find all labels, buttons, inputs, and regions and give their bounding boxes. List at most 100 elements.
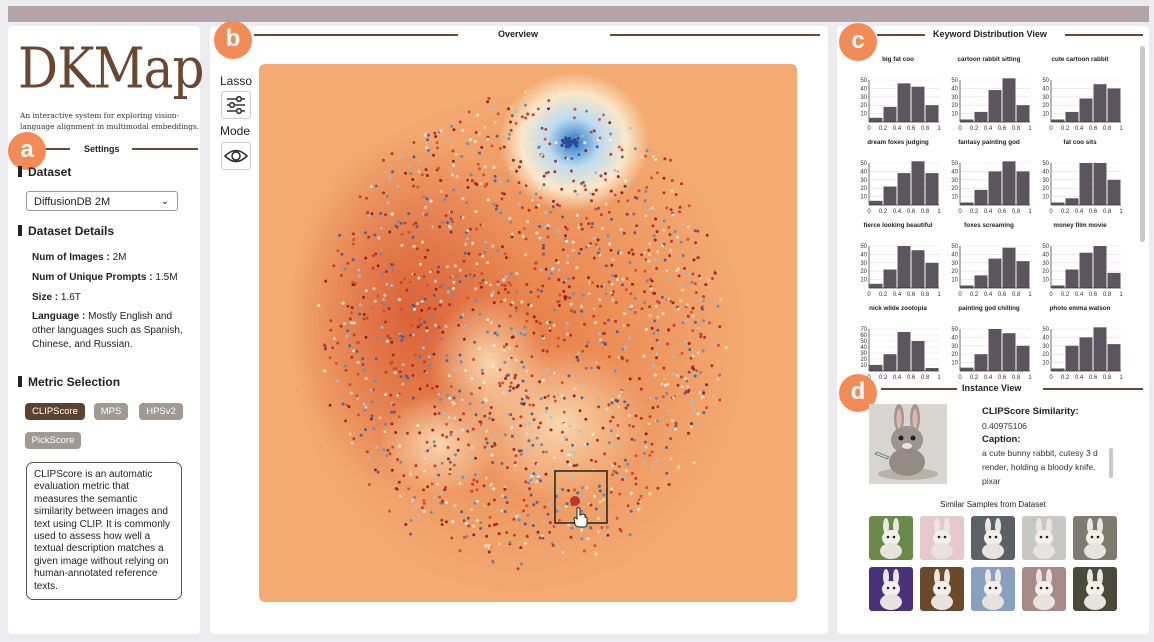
scatter-point bbox=[470, 392, 473, 396]
keyword-chart[interactable]: cartoon rabbit sitting 10 20 30 40 50 0 0.2 0.4 0… bbox=[944, 56, 1034, 132]
similar-sample-thumbnail[interactable] bbox=[971, 567, 1015, 611]
scatter-point bbox=[427, 133, 430, 137]
scatter-point bbox=[552, 323, 556, 327]
scatter-point bbox=[426, 248, 430, 252]
scatter-point bbox=[576, 136, 580, 140]
section-badge-b: b bbox=[214, 21, 252, 59]
scatter-point bbox=[607, 280, 611, 284]
scatter-point bbox=[411, 498, 414, 502]
similar-sample-thumbnail[interactable] bbox=[920, 567, 964, 611]
scatter-point bbox=[390, 284, 394, 288]
embedding-map[interactable] bbox=[259, 64, 797, 602]
scatter-point bbox=[573, 107, 577, 111]
y-tick-label: 40 bbox=[1042, 169, 1049, 175]
scatter-point bbox=[397, 220, 401, 224]
similar-sample-thumbnail[interactable] bbox=[971, 516, 1015, 560]
histogram-bar bbox=[988, 171, 1002, 205]
keyword-chart[interactable]: dream foxes judging 10 20 30 40 50 0 0.2 0.4 0.6 0… bbox=[853, 139, 943, 215]
scatter-point bbox=[594, 552, 598, 556]
keyword-chart[interactable]: photo emma watson 10 20 30 40 50 0 0.2 0.4 0.6 0.8… bbox=[1035, 305, 1125, 381]
keyword-chart[interactable]: foxes screaming 10 20 30 40 50 0 0.2 0.4 0.6 0.8 1 bbox=[944, 222, 1034, 298]
x-tick-label: 0.6 bbox=[907, 209, 916, 215]
similar-sample-thumbnail[interactable] bbox=[869, 516, 913, 560]
metric-button-mps[interactable]: MPS bbox=[94, 403, 128, 420]
scatter-point bbox=[662, 242, 666, 246]
scatter-point bbox=[544, 410, 548, 414]
overview-panel: Overview b Lasso Mode bbox=[210, 21, 828, 634]
scatter-point bbox=[580, 134, 584, 138]
scatter-point bbox=[411, 363, 415, 367]
lasso-settings-button[interactable] bbox=[221, 91, 251, 119]
scatter-point bbox=[470, 376, 474, 380]
scatter-point bbox=[581, 349, 585, 353]
similar-sample-thumbnail[interactable] bbox=[869, 567, 913, 611]
scatter-point bbox=[475, 183, 479, 186]
scatter-point bbox=[509, 283, 513, 287]
scatter-point bbox=[607, 403, 611, 407]
scatter-point bbox=[517, 513, 521, 517]
scatter-point bbox=[462, 259, 466, 263]
scatter-point bbox=[585, 109, 588, 113]
similar-sample-thumbnail[interactable] bbox=[1073, 516, 1117, 560]
keyword-chart[interactable]: fat coo sits 10 20 30 40 50 0 0.2 0.4 0.6 0.8 1 bbox=[1035, 139, 1125, 215]
scatter-point bbox=[527, 481, 531, 485]
keyword-chart[interactable]: painting god chilling 10 20 30 40 50 0 0.2 0.4 0.… bbox=[944, 305, 1034, 381]
scatter-point bbox=[560, 138, 564, 143]
similar-sample-thumbnail[interactable] bbox=[1022, 567, 1066, 611]
dataset-select[interactable]: DiffusionDB 2M ⌄ bbox=[26, 191, 178, 211]
keyword-view-scrollbar[interactable] bbox=[1140, 46, 1145, 242]
caption-scrollbar[interactable] bbox=[1109, 448, 1113, 478]
similar-sample-thumbnail[interactable] bbox=[920, 516, 964, 560]
x-tick-label: 0 bbox=[867, 292, 871, 298]
keyword-chart[interactable]: nick wilde zootopia1020304050607000.20.4… bbox=[853, 305, 943, 381]
keyword-chart[interactable]: money film movie 10 20 30 40 50 0 0.2 0.4 0.6 0.8 1 bbox=[1035, 222, 1125, 298]
scatter-point bbox=[600, 284, 604, 288]
scatter-point bbox=[644, 258, 648, 261]
scatter-point bbox=[522, 509, 525, 513]
scatter-point bbox=[504, 275, 508, 279]
scatter-point bbox=[592, 256, 596, 260]
scatter-point bbox=[537, 204, 540, 207]
scatter-point bbox=[655, 419, 659, 423]
scatter-point bbox=[692, 461, 696, 465]
scatter-point bbox=[493, 523, 496, 527]
scatter-point bbox=[624, 179, 628, 183]
scatter-point bbox=[718, 325, 722, 329]
scatter-point bbox=[655, 171, 659, 175]
scatter-point bbox=[653, 258, 657, 262]
scatter-point bbox=[490, 108, 494, 111]
metric-button-pickscore[interactable]: PickScore bbox=[25, 432, 81, 449]
scatter-point bbox=[634, 454, 638, 458]
scatter-point bbox=[652, 155, 656, 159]
similar-sample-thumbnail[interactable] bbox=[1073, 567, 1117, 611]
scatter-point bbox=[663, 377, 666, 381]
scatter-point bbox=[382, 309, 386, 313]
scatter-point bbox=[537, 426, 541, 429]
bunny-icon bbox=[982, 518, 1004, 559]
scatter-point bbox=[481, 254, 485, 258]
histogram-bar bbox=[960, 285, 974, 288]
keyword-chart[interactable]: fierce looking beautiful 10 20 30 40 50 0 0.2 0.… bbox=[853, 222, 943, 298]
metric-button-hpsv2[interactable]: HPSv2 bbox=[139, 403, 183, 420]
scatter-point bbox=[510, 114, 514, 118]
scatter-point bbox=[486, 261, 490, 265]
y-tick-label: 30 bbox=[860, 95, 867, 101]
metric-button-clipscore[interactable]: CLIPScore bbox=[25, 403, 85, 420]
scatter-point bbox=[692, 409, 696, 413]
scatter-point bbox=[356, 372, 360, 376]
keyword-chart[interactable]: fantasy painting god 10 20 30 40 50 0 0.2 0.4 0.6… bbox=[944, 139, 1034, 215]
scatter-point bbox=[687, 370, 691, 374]
selected-point[interactable] bbox=[570, 496, 580, 506]
x-tick-label: 0.2 bbox=[1061, 126, 1070, 132]
mode-toggle-button[interactable] bbox=[221, 142, 251, 170]
instance-header-line-left bbox=[881, 388, 957, 390]
scatter-point bbox=[648, 492, 652, 496]
scatter-point bbox=[596, 438, 599, 442]
keyword-chart[interactable]: big fat coo 10 20 30 40 50 0 0.2 0.4 0.6 0.8 1 bbox=[853, 56, 943, 132]
scatter-point bbox=[558, 204, 561, 208]
scatter-point bbox=[573, 387, 577, 391]
scatter-point bbox=[608, 242, 611, 246]
keyword-chart[interactable]: cute cartoon rabbit 10 20 30 40 50 0 0.2 0.4 0.6 0… bbox=[1035, 56, 1125, 132]
similar-sample-thumbnail[interactable] bbox=[1022, 516, 1066, 560]
scatter-point bbox=[680, 385, 684, 389]
